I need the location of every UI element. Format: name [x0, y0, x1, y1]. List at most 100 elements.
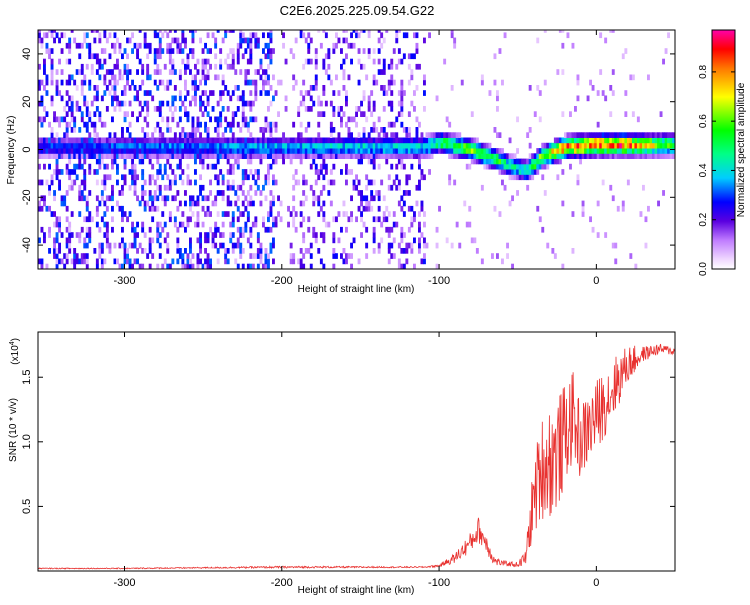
- spectrogram-cell: [88, 163, 92, 170]
- spectrogram-cell: [65, 163, 69, 170]
- spectrogram-cell: [204, 42, 207, 49]
- spectrogram-cell: [382, 142, 386, 149]
- spectrogram-cell: [415, 32, 419, 39]
- spectrogram-cell: [209, 142, 212, 149]
- spectrogram-cell: [347, 132, 351, 138]
- spectrogram-cell: [498, 211, 502, 217]
- spectrogram-cell: [345, 37, 348, 44]
- spectrogram-cell: [274, 90, 278, 96]
- spectrogram-cell: [465, 163, 469, 170]
- spectrogram-cell: [317, 195, 321, 202]
- spectrogram-cell: [272, 200, 275, 207]
- spectrogram-cell: [156, 184, 160, 191]
- spectrogram-cell: [93, 85, 97, 91]
- spectrogram-cell: [561, 263, 565, 269]
- spectrogram-cell: [619, 137, 623, 144]
- spectrogram-cell: [611, 142, 615, 149]
- spectrogram-cell: [43, 200, 46, 207]
- spectrogram-cell: [292, 216, 296, 223]
- spectrogram-cell: [287, 153, 290, 159]
- spectrogram-cell: [415, 63, 419, 70]
- spectrogram-cell: [58, 226, 61, 233]
- spectrogram-cell: [118, 153, 122, 159]
- spectrogram-cell: [418, 226, 421, 233]
- spectrogram-cell: [168, 153, 172, 159]
- spectrogram-cell: [335, 74, 338, 81]
- spectrogram-cell: [116, 100, 119, 107]
- spectrogram-cell: [647, 74, 650, 81]
- spectrogram-cell: [108, 79, 112, 86]
- spectrogram-cell: [579, 142, 582, 149]
- spectrogram-cell: [181, 100, 185, 107]
- spectrogram-cell: [342, 137, 346, 144]
- spectrogram-cell: [657, 132, 660, 138]
- spectrogram-cell: [413, 211, 416, 217]
- spectrogram-cell: [206, 253, 210, 259]
- spectrogram-cell: [158, 184, 162, 191]
- spectrogram-cell: [546, 153, 550, 159]
- spectrogram-cell: [269, 163, 273, 170]
- spectrogram-cell: [133, 169, 137, 175]
- spectrogram-cell: [287, 137, 290, 144]
- spectrogram-cell: [128, 258, 132, 265]
- spectrogram-cell: [88, 226, 92, 233]
- spectrogram-cell: [231, 232, 235, 238]
- spectrogram-cell: [360, 216, 363, 223]
- spectrogram-cell: [186, 116, 190, 123]
- spectrogram-cell: [141, 158, 145, 165]
- spectrogram-cell: [158, 30, 162, 33]
- spectrogram-cell: [70, 148, 74, 154]
- spectrogram-cell: [201, 58, 205, 65]
- spectrogram-cell: [73, 163, 77, 170]
- spectrogram-cell: [254, 37, 258, 44]
- spectrogram-cell: [100, 148, 104, 154]
- spectrogram-cell: [496, 158, 499, 165]
- spectrogram-cell: [133, 226, 137, 233]
- spectrogram-cell: [430, 137, 434, 144]
- spectrogram-cell: [556, 153, 560, 159]
- spectrogram-cell: [596, 90, 600, 96]
- spectrogram-cell: [241, 32, 245, 39]
- spectrogram-cell: [256, 237, 260, 244]
- spectrogram-cell: [380, 69, 384, 75]
- spectrogram-cell: [370, 158, 374, 165]
- spectrogram-cell: [136, 95, 139, 102]
- spectrogram-cell: [176, 137, 180, 144]
- spectrogram-cell: [410, 163, 414, 170]
- spectrogram-cell: [80, 258, 84, 265]
- spectrogram-cell: [138, 42, 142, 49]
- spectrogram-cell: [264, 121, 268, 128]
- spectrogram-cell: [292, 142, 296, 149]
- spectrogram-cell: [460, 153, 464, 159]
- spectrogram-cell: [581, 153, 585, 159]
- spectrogram-cell: [581, 132, 585, 138]
- spectrogram-cell: [70, 74, 74, 81]
- spectrogram-cell: [516, 190, 519, 196]
- spectrogram-cell: [521, 158, 525, 165]
- spectrogram-cell: [324, 32, 328, 39]
- spectrogram-cell: [173, 85, 177, 91]
- spectrogram-cell: [113, 74, 117, 81]
- spectrogram-cell: [269, 30, 273, 33]
- spectrogram-cell: [136, 153, 139, 159]
- y-tick-label: 40: [21, 48, 33, 60]
- spectrogram-cell: [289, 153, 293, 159]
- spectrogram-cell: [445, 137, 449, 144]
- spectrogram-cell: [312, 85, 316, 91]
- spectrogram-cell: [390, 242, 394, 249]
- spectrogram-cell: [624, 153, 628, 159]
- spectrogram-cell: [80, 142, 84, 149]
- spectrogram-cell: [392, 148, 396, 154]
- spectrogram-cell: [236, 226, 240, 233]
- spectrogram-cell: [564, 142, 567, 149]
- spectrogram-cell: [256, 42, 260, 49]
- spectrogram-cell: [244, 79, 248, 86]
- spectrogram-cell: [370, 148, 374, 154]
- spectrogram-cell: [226, 248, 230, 254]
- spectrogram-cell: [156, 226, 160, 233]
- spectrogram-cell: [111, 137, 114, 144]
- spectrogram-cell: [267, 163, 270, 170]
- spectrogram-cell: [143, 116, 147, 123]
- spectrogram-cell: [244, 169, 248, 175]
- spectrogram-cell: [204, 90, 207, 96]
